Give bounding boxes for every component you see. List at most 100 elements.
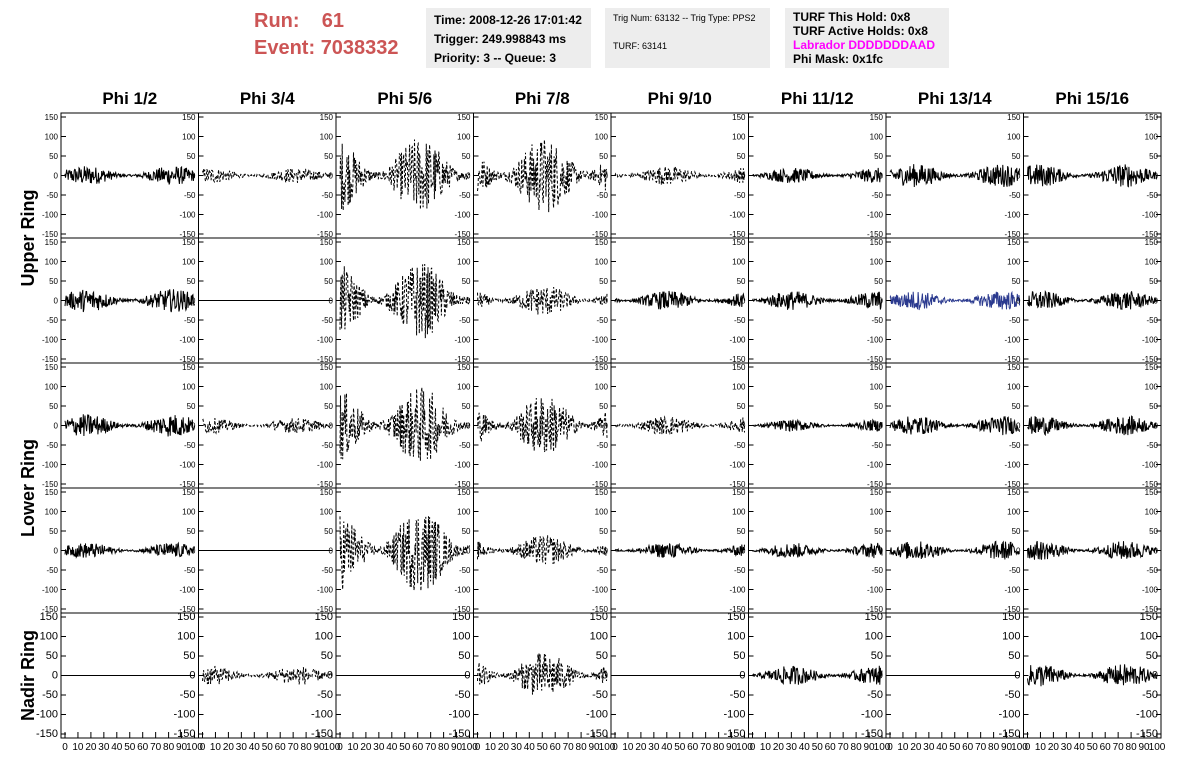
y-tick-label: -50 (46, 316, 58, 325)
y-tick-label: 150 (870, 363, 884, 372)
y-tick-label: -100 (42, 211, 59, 220)
y-tick-label: -50 (871, 566, 883, 575)
y-tick-label: -150 (454, 480, 471, 489)
column-header: Phi 11/12 (781, 89, 854, 108)
y-tick-label: 100 (457, 133, 471, 142)
y-tick-label: 100 (1002, 631, 1020, 643)
x-tick-label: 0 (337, 742, 343, 753)
y-tick-label: 150 (320, 363, 334, 372)
run-label: Run: (254, 10, 300, 32)
x-tick-label: 0 (475, 742, 481, 753)
y-tick-label: 0 (741, 422, 746, 431)
y-tick-label: -100 (998, 709, 1020, 721)
y-tick-label: 100 (1145, 258, 1159, 267)
y-tick-label: 0 (879, 422, 884, 431)
y-tick-label: 150 (732, 238, 746, 247)
x-tick-label: 80 (988, 742, 1000, 753)
waveform-trace (889, 164, 1020, 188)
y-tick-label: -150 (1142, 605, 1159, 614)
y-tick-label: -50 (184, 441, 196, 450)
y-tick-label: 100 (1145, 508, 1159, 517)
y-tick-label: 150 (732, 488, 746, 497)
y-tick-label: -150 (592, 355, 609, 364)
x-tick-label: 50 (812, 742, 824, 753)
y-tick-label: -150 (317, 480, 334, 489)
waveform-trace (889, 416, 1020, 436)
y-tick-label: -100 (42, 336, 59, 345)
y-tick-label: -50 (1009, 566, 1021, 575)
y-tick-label: 100 (45, 133, 59, 142)
x-tick-label: 30 (648, 742, 660, 753)
x-tick-label: 90 (1001, 742, 1013, 753)
y-tick-label: -50 (46, 441, 58, 450)
y-tick-label: 50 (49, 527, 58, 536)
y-tick-label: -150 (42, 480, 59, 489)
y-tick-label: 150 (1002, 611, 1020, 623)
y-tick-label: 150 (315, 611, 333, 623)
y-tick-label: 100 (320, 258, 334, 267)
x-tick-label: 40 (799, 742, 811, 753)
waveform-trace (752, 542, 883, 559)
trig-info-box: Trig Num: 63132 -- Trig Type: PPS2 TURF:… (605, 8, 770, 68)
y-tick-label: 0 (191, 172, 196, 181)
y-tick-label: 50 (187, 152, 196, 161)
waveform-trace (339, 139, 470, 211)
y-tick-label: -100 (36, 709, 58, 721)
time-text: Time: 2008-12-26 17:01:42 (434, 13, 582, 27)
y-tick-label: -100 (179, 586, 196, 595)
y-tick-label: 100 (870, 258, 884, 267)
x-tick-label: 80 (163, 742, 175, 753)
y-tick-label: -50 (1142, 689, 1158, 701)
x-tick-label: 40 (1074, 742, 1086, 753)
y-tick-label: -100 (317, 211, 334, 220)
y-tick-label: 0 (1016, 422, 1021, 431)
y-tick-label: 50 (1012, 527, 1021, 536)
turf-hold-text: TURF This Hold: 0x8 (793, 10, 911, 24)
y-tick-label: 150 (727, 611, 745, 623)
x-tick-label: 100 (874, 742, 891, 753)
y-tick-label: 150 (595, 113, 609, 122)
waveform-trace (614, 290, 745, 310)
x-tick-label: 0 (1025, 742, 1031, 753)
y-tick-label: 0 (464, 670, 470, 682)
y-tick-label: -150 (729, 230, 746, 239)
y-tick-label: 50 (183, 650, 195, 662)
y-tick-label: 0 (1016, 547, 1021, 556)
x-tick-label: 10 (760, 742, 772, 753)
y-tick-label: 0 (741, 297, 746, 306)
y-tick-label: 150 (1007, 238, 1021, 247)
y-tick-label: 100 (45, 508, 59, 517)
waveform-trace (752, 291, 883, 310)
waveform-trace (889, 290, 1020, 311)
waveform-trace (477, 653, 608, 695)
y-tick-label: 150 (1140, 611, 1158, 623)
y-tick-label: -100 (1142, 336, 1159, 345)
x-tick-label: 60 (137, 742, 149, 753)
y-tick-label: 150 (45, 363, 59, 372)
y-tick-label: -150 (1004, 480, 1021, 489)
y-tick-label: 150 (40, 611, 58, 623)
y-tick-label: -150 (867, 355, 884, 364)
waveform-trace (477, 139, 608, 213)
x-tick-label: 80 (576, 742, 588, 753)
y-tick-label: 0 (1014, 670, 1020, 682)
y-tick-label: 50 (599, 277, 608, 286)
y-tick-label: 100 (452, 631, 470, 643)
y-tick-label: 150 (595, 488, 609, 497)
y-tick-label: -100 (861, 709, 883, 721)
y-tick-label: -50 (184, 566, 196, 575)
x-tick-label: 30 (1061, 742, 1073, 753)
waveform-trace (64, 414, 195, 437)
y-tick-label: 100 (182, 383, 196, 392)
x-tick-label: 70 (700, 742, 712, 753)
x-tick-label: 70 (975, 742, 987, 753)
y-tick-label: -100 (586, 709, 608, 721)
y-tick-label: 100 (320, 383, 334, 392)
x-tick-label: 0 (62, 742, 68, 753)
y-tick-label: 50 (1008, 650, 1020, 662)
panel-frame (473, 237, 612, 364)
run-value: 61 (321, 10, 345, 32)
row-label: Upper Ring (18, 190, 38, 287)
y-tick-label: -50 (734, 441, 746, 450)
x-tick-label: 90 (1138, 742, 1150, 753)
